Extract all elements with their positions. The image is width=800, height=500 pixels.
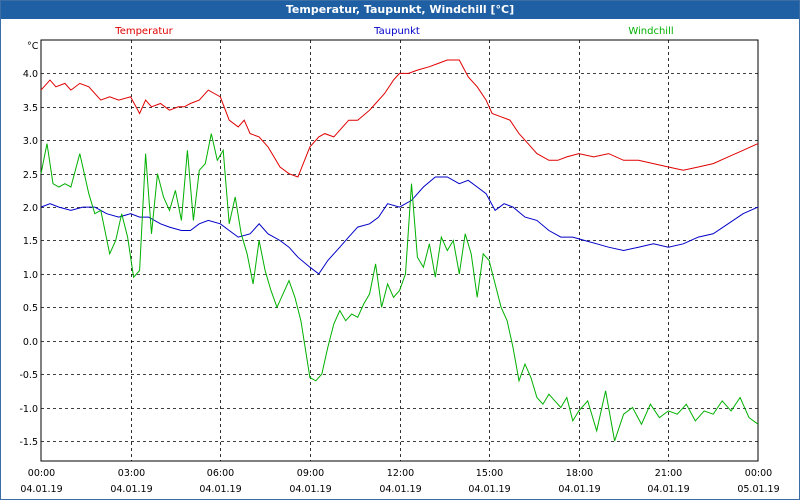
y-tick-label: 0.0 bbox=[23, 337, 38, 348]
x-tick-date: 04.01.19 bbox=[647, 484, 689, 495]
y-tick-label: 1.5 bbox=[23, 236, 38, 247]
x-tick-date: 04.01.19 bbox=[199, 484, 241, 495]
y-tick-label: 3.5 bbox=[23, 103, 38, 114]
x-tick-time: 21:00 bbox=[655, 468, 682, 479]
y-tick-label: 1.0 bbox=[23, 270, 38, 281]
x-tick-time: 18:00 bbox=[566, 468, 593, 479]
y-axis-unit-label: °C bbox=[27, 41, 39, 52]
y-tick-label: -1.0 bbox=[19, 404, 38, 415]
series-line-windchill bbox=[40, 133, 759, 442]
x-tick-time: 12:00 bbox=[387, 468, 414, 479]
window-title: Temperatur, Taupunkt, Windchill [°C] bbox=[1, 1, 799, 19]
x-tick-date: 04.01.19 bbox=[110, 484, 152, 495]
x-tick-date: 04.01.19 bbox=[468, 484, 510, 495]
y-tick-label: 2.0 bbox=[23, 203, 38, 214]
x-tick-time: 15:00 bbox=[476, 468, 503, 479]
x-tick-time: 06:00 bbox=[207, 468, 234, 479]
y-tick-label: 3.0 bbox=[23, 136, 38, 147]
y-tick-label: -0.5 bbox=[19, 370, 38, 381]
y-tick-label: 0.5 bbox=[23, 303, 38, 314]
plot-area bbox=[40, 39, 759, 462]
series-line-taupunkt bbox=[40, 176, 759, 275]
x-tick-time: 09:00 bbox=[297, 468, 324, 479]
x-tick-date: 04.01.19 bbox=[20, 484, 62, 495]
x-tick-date: 04.01.19 bbox=[379, 484, 421, 495]
x-tick-time: 00:00 bbox=[745, 468, 772, 479]
y-tick-label: 2.5 bbox=[23, 170, 38, 181]
chart-svg: 4.0 3.5 3.0 2.5 2.0 1.5 1.0 0.5 0.0 -0.5 -1.0 -1.5 °… bbox=[19, 26, 779, 495]
x-tick-time: 03:00 bbox=[118, 468, 145, 479]
y-tick-label: -1.5 bbox=[19, 437, 38, 448]
legend-temperatur: Temperatur bbox=[114, 26, 173, 37]
legend-taupunkt: Taupunkt bbox=[373, 26, 420, 37]
x-tick-date: 04.01.19 bbox=[558, 484, 600, 495]
x-tick-time: 00:00 bbox=[28, 468, 55, 479]
y-tick-label: 4.0 bbox=[23, 69, 38, 80]
legend-windchill: Windchill bbox=[628, 26, 673, 37]
x-tick-date: 05.01.19 bbox=[737, 484, 779, 495]
x-tick-date: 04.01.19 bbox=[289, 484, 331, 495]
series-line-temperatur bbox=[40, 59, 759, 178]
